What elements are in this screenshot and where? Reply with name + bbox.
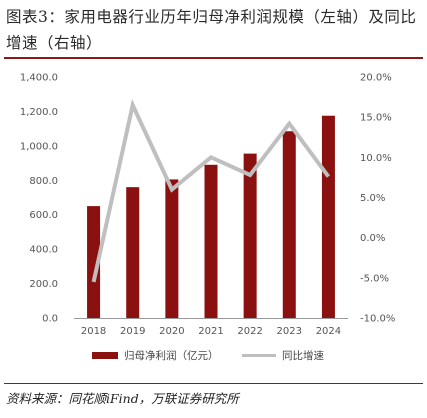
x-tick-label: 2022 [237, 326, 262, 337]
left-tick-label: 800.0 [29, 176, 58, 187]
title-divider [4, 57, 423, 59]
x-axis: 2018 2019 2020 2021 2022 2023 2024 [74, 318, 348, 337]
footer-divider [4, 383, 423, 384]
left-tick-label: 400.0 [29, 245, 58, 256]
left-tick-label: 1,400.0 [20, 73, 58, 84]
right-tick-label: 5.0% [360, 193, 385, 204]
x-tick-label: 2019 [120, 326, 145, 337]
right-tick-label: -5.0% [360, 273, 389, 284]
x-tick-label: 2020 [159, 326, 184, 337]
right-axis: -10.0% -5.0% 0.0% 5.0% 10.0% 15.0% 20.0% [360, 73, 395, 325]
bar [87, 206, 101, 318]
legend: 归母净利润（亿元） 同比增速 [92, 349, 324, 362]
left-tick-label: 0.0 [42, 314, 58, 325]
bar [165, 179, 179, 318]
right-tick-label: 15.0% [360, 113, 392, 124]
bar [282, 131, 296, 318]
bar [321, 115, 335, 318]
chart-title: 图表3：家用电器行业历年归母净利润规模（左轴）及同比增速（右轴） [6, 8, 417, 52]
source-note: 资料来源：同花顺iFind，万联证券研究所 [6, 391, 239, 406]
left-tick-label: 1,000.0 [20, 141, 58, 152]
right-tick-label: -10.0% [360, 314, 395, 325]
bar [126, 187, 140, 318]
bar [204, 164, 218, 318]
left-tick-label: 200.0 [29, 279, 58, 290]
x-tick-label: 2018 [81, 326, 106, 337]
left-axis: 0.0 200.0 400.0 600.0 800.0 1,000.0 1,200.0 1,4… [20, 73, 58, 325]
x-tick-label: 2023 [277, 326, 302, 337]
x-tick-label: 2024 [316, 326, 341, 337]
right-tick-label: 20.0% [360, 73, 392, 84]
x-tick-label: 2021 [198, 326, 223, 337]
left-tick-label: 600.0 [29, 210, 58, 221]
right-tick-label: 10.0% [360, 153, 392, 164]
bar [243, 153, 257, 318]
left-tick-label: 1,200.0 [20, 107, 58, 118]
bar-series [87, 115, 335, 318]
right-tick-label: 0.0% [360, 233, 385, 244]
legend-label-line: 同比增速 [282, 349, 324, 362]
legend-label-bar: 归母净利润（亿元） [124, 349, 219, 362]
line-series [91, 98, 331, 283]
legend-swatch-bar [92, 352, 118, 359]
